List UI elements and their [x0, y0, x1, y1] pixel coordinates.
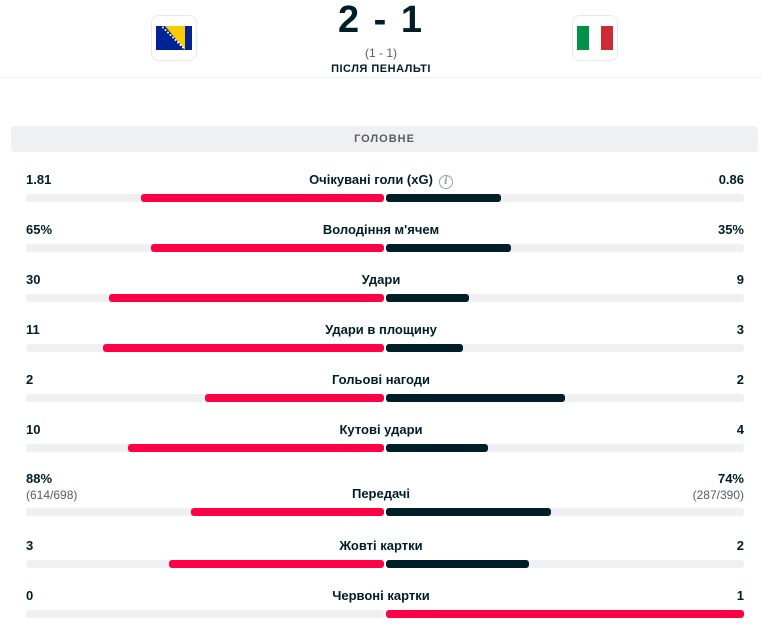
- stat-home-track: [26, 244, 384, 252]
- stat-away-bar-track: [386, 294, 744, 302]
- stat-away-value: 35%: [717, 222, 744, 237]
- stat-home-bar: [169, 560, 384, 568]
- stat-home-track: [26, 344, 384, 352]
- stat-away-bar: [386, 508, 551, 516]
- stat-away-bar: [386, 194, 501, 202]
- stat-away-detail: (287/390): [692, 488, 744, 502]
- stat-home-detail: (614/698): [26, 488, 78, 502]
- stat-name: Удари: [0, 272, 762, 287]
- stat-home-value: 0: [26, 588, 34, 603]
- stat-home-value: 3: [26, 538, 34, 553]
- stat-away-bar-track: [386, 444, 744, 452]
- stat-away-bar-track: [386, 344, 744, 352]
- stat-away-bar-track: [386, 508, 744, 516]
- stat-away-value: 2: [736, 538, 744, 553]
- stat-row: 88% 74% (614/698) (287/390) Передачі: [0, 471, 762, 516]
- stat-home-bar: [103, 344, 384, 352]
- stat-name-label: Кутові удари: [339, 422, 423, 437]
- stat-home-bar: [151, 244, 384, 252]
- stat-away-bar: [386, 244, 511, 252]
- stat-away-bar-track: [386, 610, 744, 618]
- stat-home-track: [26, 560, 384, 568]
- stat-name: Жовті картки: [0, 538, 762, 553]
- bosnia-flag-icon: [156, 26, 192, 50]
- stat-home-track: [26, 444, 384, 452]
- stat-away-bar: [386, 560, 529, 568]
- stat-home-bar: [141, 194, 384, 202]
- stat-home-track: [26, 394, 384, 402]
- stat-home-bar: [109, 294, 384, 302]
- stat-name: Передачі: [0, 486, 762, 501]
- stat-row: 10 4 Кутові удари: [0, 422, 762, 452]
- stat-name-label: Удари в площину: [325, 322, 437, 337]
- info-icon[interactable]: i: [438, 175, 453, 189]
- stat-row: 11 3 Удари в площину: [0, 322, 762, 352]
- stat-home-value: 2: [26, 372, 34, 387]
- stat-away-value: 9: [736, 272, 744, 287]
- stat-name: Очікувані голи (xG) i: [0, 172, 762, 189]
- stat-away-bar-track: [386, 194, 744, 202]
- home-team-logo[interactable]: [151, 15, 197, 61]
- stat-home-bar: [205, 394, 384, 402]
- stat-away-bar-track: [386, 394, 744, 402]
- stat-away-value: 1: [736, 588, 744, 603]
- match-header: 2 - 1 (1 - 1) ПІСЛЯ ПЕНАЛЬТІ: [0, 0, 762, 78]
- stat-name: Удари в площину: [0, 322, 762, 337]
- stat-away-bar: [386, 610, 744, 618]
- stat-home-track: [26, 294, 384, 302]
- match-score: 2 - 1: [337, 0, 425, 41]
- stat-away-bar: [386, 344, 463, 352]
- stat-away-value: 0.86: [718, 172, 744, 187]
- stat-name-label: Очікувані голи (xG): [309, 172, 433, 187]
- stat-row: 2 2 Гольові нагоди: [0, 372, 762, 402]
- stat-home-value: 1.81: [26, 172, 52, 187]
- stat-home-value: 30: [26, 272, 41, 287]
- stat-home-bar: [191, 508, 384, 516]
- italy-flag-icon: [577, 26, 613, 50]
- stat-name: Гольові нагоди: [0, 372, 762, 387]
- stat-row: 0 1 Червоні картки: [0, 588, 762, 618]
- stat-away-bar: [386, 394, 565, 402]
- stat-row: 1.81 0.86 Очікувані голи (xG) i: [0, 172, 762, 202]
- stat-name-label: Удари: [361, 272, 401, 287]
- stat-name-label: Жовті картки: [339, 538, 423, 553]
- stat-away-value: 3: [736, 322, 744, 337]
- stat-row: 3 2 Жовті картки: [0, 538, 762, 568]
- halftime-score: (1 - 1): [364, 46, 397, 60]
- section-main: ГОЛОВНЕ: [11, 126, 758, 152]
- stat-row: 30 9 Удари: [0, 272, 762, 302]
- stat-away-value: 4: [736, 422, 744, 437]
- stat-away-bar: [386, 294, 469, 302]
- stat-home-track: [26, 194, 384, 202]
- stat-home-value: 10: [26, 422, 41, 437]
- stat-away-value: 2: [736, 372, 744, 387]
- stat-row: 65% 35% Володіння м'ячем: [0, 222, 762, 252]
- stat-name-label: Червоні картки: [332, 588, 430, 603]
- stat-away-bar-track: [386, 560, 744, 568]
- away-team-logo[interactable]: [572, 15, 618, 61]
- stat-away-bar: [386, 444, 488, 452]
- stat-home-value: 11: [26, 322, 40, 337]
- stat-name-label: Володіння м'ячем: [322, 222, 440, 237]
- match-status: ПІСЛЯ ПЕНАЛЬТІ: [331, 63, 431, 75]
- stat-away-value: 74%: [717, 471, 744, 486]
- stat-away-bar-track: [386, 244, 744, 252]
- stat-name: Володіння м'ячем: [0, 222, 762, 237]
- stat-home-track: [26, 610, 384, 618]
- stat-home-track: [26, 508, 384, 516]
- stat-name-label: Гольові нагоди: [331, 372, 431, 387]
- stat-home-value: 65%: [26, 222, 53, 237]
- stat-home-value: 88%: [26, 471, 53, 486]
- clipped-tabs-row: [24, 110, 184, 116]
- stat-name: Кутові удари: [0, 422, 762, 437]
- stat-name: Червоні картки: [0, 588, 762, 603]
- stat-home-bar: [128, 444, 384, 452]
- stat-name-label: Передачі: [351, 486, 411, 501]
